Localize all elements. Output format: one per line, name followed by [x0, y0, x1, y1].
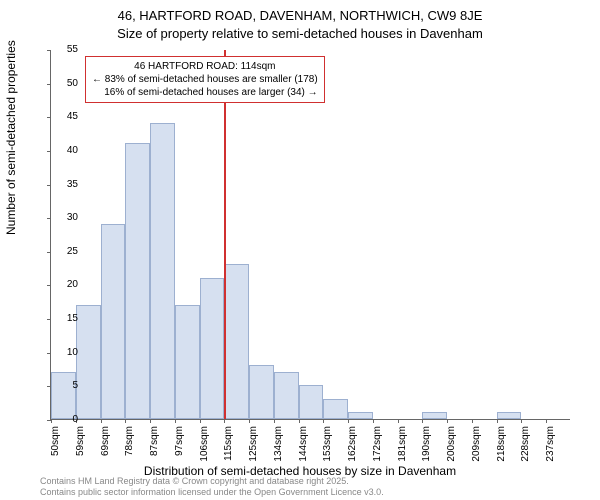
- x-tick-label: 181sqm: [397, 426, 408, 466]
- x-tick-mark: [125, 419, 126, 423]
- x-tick-label: 134sqm: [273, 426, 284, 466]
- x-tick-label: 209sqm: [471, 426, 482, 466]
- footer-line2: Contains public sector information licen…: [40, 487, 384, 498]
- histogram-bar: [101, 224, 126, 419]
- x-tick-label: 144sqm: [298, 426, 309, 466]
- x-tick-mark: [150, 419, 151, 423]
- x-tick-mark: [274, 419, 275, 423]
- histogram-bar: [249, 365, 274, 419]
- histogram-bar: [348, 412, 373, 419]
- y-tick-mark: [47, 117, 51, 118]
- histogram-bar: [175, 305, 200, 419]
- y-tick-label: 15: [54, 313, 78, 324]
- y-tick-label: 0: [54, 414, 78, 425]
- histogram-bar: [76, 305, 101, 419]
- y-tick-label: 50: [54, 78, 78, 89]
- histogram-bar: [274, 372, 299, 419]
- histogram-bar: [125, 143, 150, 419]
- x-tick-label: 78sqm: [124, 426, 135, 466]
- y-tick-label: 35: [54, 179, 78, 190]
- x-tick-label: 153sqm: [322, 426, 333, 466]
- chart-title-main: 46, HARTFORD ROAD, DAVENHAM, NORTHWICH, …: [0, 8, 600, 23]
- x-tick-mark: [101, 419, 102, 423]
- chart-title-sub: Size of property relative to semi-detach…: [0, 26, 600, 41]
- annotation-box: 46 HARTFORD ROAD: 114sqm← 83% of semi-de…: [85, 56, 325, 103]
- annotation-line1: 46 HARTFORD ROAD: 114sqm: [92, 60, 318, 73]
- y-tick-mark: [47, 285, 51, 286]
- x-tick-label: 59sqm: [75, 426, 86, 466]
- y-tick-label: 30: [54, 212, 78, 223]
- annotation-line3: 16% of semi-detached houses are larger (…: [92, 86, 318, 99]
- y-tick-label: 45: [54, 111, 78, 122]
- x-tick-label: 125sqm: [248, 426, 259, 466]
- histogram-bar: [224, 264, 249, 419]
- x-tick-label: 106sqm: [199, 426, 210, 466]
- x-tick-mark: [299, 419, 300, 423]
- x-tick-label: 172sqm: [372, 426, 383, 466]
- x-tick-mark: [398, 419, 399, 423]
- y-tick-label: 40: [54, 145, 78, 156]
- x-tick-mark: [51, 419, 52, 423]
- footer-line1: Contains HM Land Registry data © Crown c…: [40, 476, 384, 487]
- x-tick-label: 190sqm: [421, 426, 432, 466]
- y-tick-mark: [47, 50, 51, 51]
- x-tick-label: 237sqm: [545, 426, 556, 466]
- x-tick-mark: [200, 419, 201, 423]
- x-tick-mark: [546, 419, 547, 423]
- histogram-bar: [497, 412, 522, 419]
- x-tick-label: 228sqm: [520, 426, 531, 466]
- x-tick-label: 50sqm: [50, 426, 61, 466]
- x-tick-mark: [521, 419, 522, 423]
- histogram-bar: [150, 123, 175, 419]
- y-tick-mark: [47, 84, 51, 85]
- x-tick-mark: [472, 419, 473, 423]
- x-tick-mark: [348, 419, 349, 423]
- histogram-bar: [422, 412, 447, 419]
- plot-area: [50, 50, 570, 420]
- histogram-bar: [51, 372, 76, 419]
- x-tick-label: 97sqm: [174, 426, 185, 466]
- y-tick-mark: [47, 252, 51, 253]
- footer-attribution: Contains HM Land Registry data © Crown c…: [40, 476, 384, 498]
- x-tick-mark: [497, 419, 498, 423]
- y-tick-label: 10: [54, 347, 78, 358]
- x-tick-mark: [175, 419, 176, 423]
- chart-container: [50, 50, 570, 420]
- x-tick-mark: [224, 419, 225, 423]
- x-tick-label: 162sqm: [347, 426, 358, 466]
- y-tick-label: 25: [54, 246, 78, 257]
- y-axis-label: Number of semi-detached properties: [4, 40, 18, 235]
- y-tick-label: 5: [54, 380, 78, 391]
- x-tick-label: 115sqm: [223, 426, 234, 466]
- x-tick-mark: [422, 419, 423, 423]
- x-tick-mark: [249, 419, 250, 423]
- x-tick-mark: [447, 419, 448, 423]
- x-tick-label: 87sqm: [149, 426, 160, 466]
- x-tick-label: 200sqm: [446, 426, 457, 466]
- histogram-bar: [200, 278, 225, 419]
- y-tick-mark: [47, 319, 51, 320]
- x-tick-mark: [323, 419, 324, 423]
- reference-line: [224, 50, 226, 419]
- histogram-bar: [323, 399, 348, 419]
- y-tick-label: 20: [54, 279, 78, 290]
- y-tick-mark: [47, 353, 51, 354]
- y-tick-mark: [47, 185, 51, 186]
- annotation-line2: ← 83% of semi-detached houses are smalle…: [92, 73, 318, 86]
- y-tick-mark: [47, 151, 51, 152]
- x-tick-mark: [373, 419, 374, 423]
- x-tick-label: 69sqm: [100, 426, 111, 466]
- histogram-bar: [299, 385, 324, 419]
- y-tick-label: 55: [54, 44, 78, 55]
- y-tick-mark: [47, 218, 51, 219]
- x-tick-label: 218sqm: [496, 426, 507, 466]
